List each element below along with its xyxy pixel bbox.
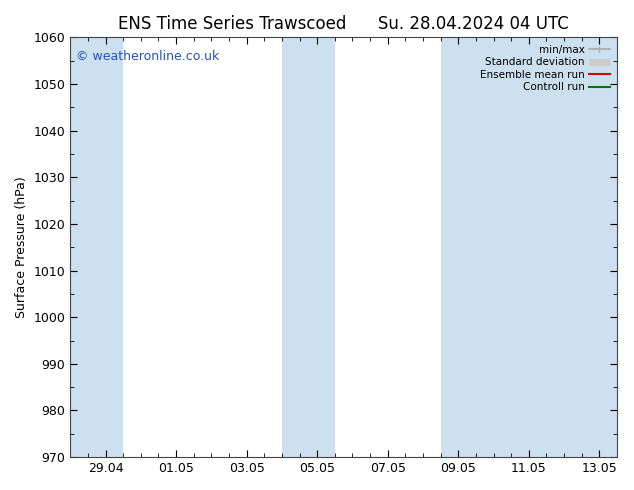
Title: ENS Time Series Trawscoed      Su. 28.04.2024 04 UTC: ENS Time Series Trawscoed Su. 28.04.2024… <box>119 15 569 33</box>
Y-axis label: Surface Pressure (hPa): Surface Pressure (hPa) <box>15 176 28 318</box>
Bar <box>70 37 123 457</box>
Bar <box>441 37 617 457</box>
Text: © weatheronline.co.uk: © weatheronline.co.uk <box>75 50 219 63</box>
Legend: min/max, Standard deviation, Ensemble mean run, Controll run: min/max, Standard deviation, Ensemble me… <box>478 43 612 95</box>
Bar <box>282 37 335 457</box>
